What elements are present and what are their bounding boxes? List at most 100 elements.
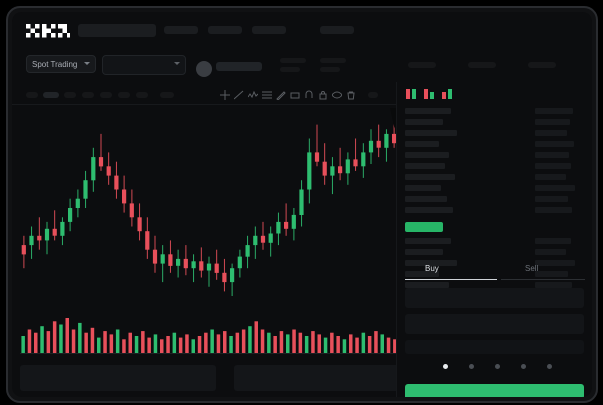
order-book-row[interactable]: [405, 207, 453, 213]
pagination-dot-2[interactable]: [469, 364, 474, 369]
order-book-row-size: [535, 130, 567, 136]
stat-2: [320, 58, 346, 63]
order-book-view-tabs: [405, 88, 453, 100]
order-book-row-size: [535, 174, 566, 180]
timeframe-1[interactable]: [26, 92, 38, 98]
order-book-row-size: [535, 238, 571, 244]
timeframe-2[interactable]: [64, 92, 76, 98]
eraser-icon[interactable]: [290, 90, 300, 100]
volume-chart: [20, 318, 398, 354]
order-book-row-size: [535, 185, 575, 191]
pair-price-skeleton: [216, 62, 262, 71]
order-amount-field[interactable]: [405, 314, 584, 334]
pagination-dot-3[interactable]: [495, 364, 500, 369]
order-book-row[interactable]: [405, 163, 445, 169]
pair-selector[interactable]: [102, 55, 186, 75]
order-book-row[interactable]: [405, 271, 439, 277]
wave-icon[interactable]: [248, 90, 258, 100]
order-book-row[interactable]: [405, 130, 457, 136]
app-screen: Spot Trading: [12, 12, 592, 397]
tab-sell[interactable]: Sell: [525, 264, 539, 273]
stat-3: [408, 62, 436, 68]
pagination-dots: [397, 364, 592, 372]
order-book-row[interactable]: [405, 108, 451, 114]
order-book-row[interactable]: [405, 174, 455, 180]
submit-order-button[interactable]: [405, 384, 584, 397]
stat-4: [468, 62, 496, 68]
lock-icon[interactable]: [318, 90, 328, 100]
market-toolbar: Spot Trading: [12, 48, 592, 82]
order-book-row[interactable]: [405, 119, 443, 125]
trendline-icon[interactable]: [234, 90, 244, 100]
trading-mode-selector[interactable]: Spot Trading: [26, 55, 96, 73]
order-book-row[interactable]: [405, 152, 449, 158]
brush-icon[interactable]: [276, 90, 286, 100]
search-input[interactable]: [78, 24, 156, 37]
order-book-row[interactable]: [405, 249, 443, 255]
magnet-icon[interactable]: [304, 90, 314, 100]
pagination-dot-5[interactable]: [547, 364, 552, 369]
trash-icon[interactable]: [346, 90, 356, 100]
coin-avatar-icon: [196, 61, 212, 77]
order-book-row[interactable]: [405, 260, 457, 266]
order-book-panel: Buy Sell: [396, 82, 592, 397]
order-book-row[interactable]: [405, 238, 451, 244]
fib-icon[interactable]: [262, 90, 272, 100]
candlestick-chart[interactable]: [20, 108, 398, 308]
order-form-tab-underline: [405, 279, 497, 280]
nav-item-2[interactable]: [208, 26, 242, 34]
pagination-dot-1[interactable]: [443, 364, 448, 369]
indicator-button[interactable]: [160, 92, 174, 98]
order-book-row-size: [535, 249, 566, 255]
stat-2-value: [320, 67, 340, 72]
eye-icon[interactable]: [332, 90, 342, 100]
order-book-row-size: [535, 152, 569, 158]
nav-item-1[interactable]: [164, 26, 198, 34]
tablet-device-frame: Spot Trading: [6, 6, 598, 403]
order-book-row-size: [535, 108, 573, 114]
order-book-row[interactable]: [405, 185, 441, 191]
chart-settings-button[interactable]: [368, 92, 378, 98]
tab-buy[interactable]: Buy: [425, 264, 439, 273]
chevron-down-icon: [174, 62, 180, 65]
book-bids-icon[interactable]: [423, 88, 435, 100]
order-book-row-size: [535, 141, 574, 147]
okx-logo-icon[interactable]: [26, 24, 70, 38]
order-total-field[interactable]: [405, 340, 584, 354]
chart-toolbar: [12, 86, 397, 105]
nav-item-4[interactable]: [320, 26, 354, 34]
order-book-row-size: [535, 119, 570, 125]
pagination-dot-4[interactable]: [521, 364, 526, 369]
nav-item-3[interactable]: [252, 26, 286, 34]
crosshair-icon[interactable]: [220, 90, 230, 100]
order-book-row-size: [535, 207, 572, 213]
order-book-row[interactable]: [405, 282, 449, 288]
order-book-row-size: [535, 163, 571, 169]
order-book-rows[interactable]: [397, 108, 592, 288]
timeframe-3[interactable]: [82, 92, 94, 98]
timeframe-5[interactable]: [118, 92, 130, 98]
order-book-row[interactable]: [405, 196, 447, 202]
bottom-card-left[interactable]: [20, 365, 216, 391]
order-book-row-size: [535, 196, 568, 202]
timeframe-active[interactable]: [43, 92, 59, 98]
order-form-tabs: Buy Sell: [397, 260, 592, 282]
chevron-down-icon: [84, 62, 90, 65]
bottom-card-right[interactable]: [234, 365, 412, 391]
order-book-row-size: [535, 260, 575, 266]
order-book-row[interactable]: [405, 141, 439, 147]
stat-5: [528, 62, 556, 68]
book-asks-icon[interactable]: [441, 88, 453, 100]
order-form-tab-underline-inactive: [501, 279, 585, 280]
trading-mode-label: Spot Trading: [32, 60, 78, 69]
order-book-row-size: [535, 282, 572, 288]
stat-1-value: [280, 67, 300, 72]
mid-price-highlight: [405, 222, 443, 232]
top-navigation-bar: [12, 12, 592, 48]
book-view-icon[interactable]: [405, 88, 417, 100]
timeframe-6[interactable]: [136, 92, 148, 98]
order-price-field[interactable]: [405, 288, 584, 308]
stat-1: [280, 58, 306, 63]
order-book-row-size: [535, 271, 568, 277]
timeframe-4[interactable]: [100, 92, 112, 98]
